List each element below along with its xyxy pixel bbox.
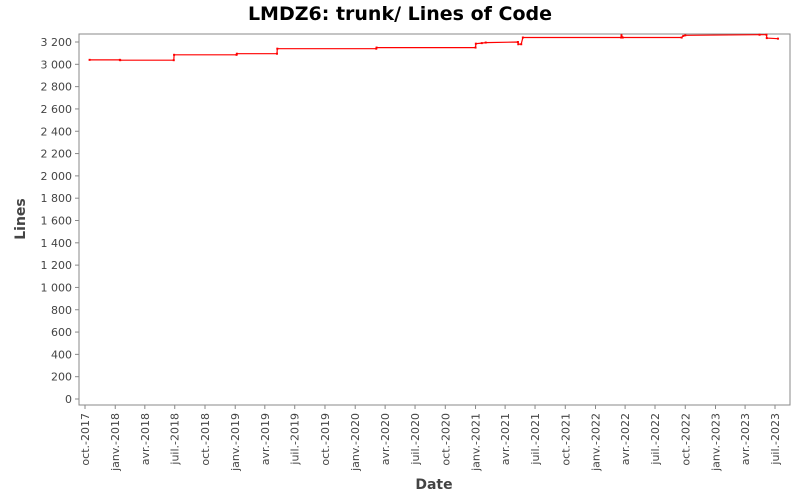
data-point: [684, 34, 687, 37]
data-point: [480, 42, 483, 45]
x-tick-label: juil.-2023: [769, 413, 782, 466]
data-point: [484, 41, 487, 44]
y-tick-label: 2 000: [41, 170, 73, 183]
data-point: [375, 47, 378, 50]
x-tick-label: oct.-2021: [559, 413, 572, 466]
y-tick-label: 400: [51, 348, 72, 361]
plot-area: [78, 33, 791, 406]
y-tick-label: 3 200: [41, 36, 73, 49]
x-tick-label: janv.-2019: [229, 413, 242, 472]
data-point: [276, 47, 279, 50]
data-point: [682, 34, 685, 37]
x-tick-label: avr.-2019: [259, 413, 272, 465]
y-tick-label: 2 800: [41, 81, 73, 94]
data-point: [521, 36, 524, 39]
x-tick-label: oct.-2018: [199, 413, 212, 466]
x-tick-label: oct.-2022: [679, 413, 692, 466]
y-tick-label: 1 600: [41, 215, 73, 228]
data-point: [765, 37, 768, 40]
x-tick-label: oct.-2017: [79, 413, 92, 466]
x-tick-label: juil.-2020: [409, 413, 422, 466]
data-point: [620, 34, 623, 37]
x-tick-label: juil.-2022: [649, 413, 662, 466]
y-tick-label: 2 600: [41, 103, 73, 116]
y-tick-label: 1 400: [41, 237, 73, 250]
data-point: [375, 46, 378, 49]
x-tick-label: avr.-2023: [739, 413, 752, 465]
x-tick-label: janv.-2020: [349, 413, 362, 472]
data-point: [88, 58, 91, 61]
y-tick-label: 2 200: [41, 148, 73, 161]
x-tick-label: janv.-2022: [590, 413, 603, 472]
data-point: [119, 59, 122, 62]
y-tick-label: 2 400: [41, 125, 73, 138]
series-layer: [88, 33, 779, 62]
data-point: [620, 36, 623, 39]
data-point: [516, 41, 519, 43]
x-tick-label: avr.-2022: [619, 413, 632, 465]
x-tick-label: avr.-2021: [499, 413, 512, 465]
x-axis: oct.-2017 janv.-2018 avr.-2018 juil.-2018 oc…: [79, 405, 782, 472]
y-axis: 0 200 400 600 800 1 000 1 200 1 400 1 600 1 800 2 …: [41, 36, 79, 406]
y-tick-label: 1 800: [41, 192, 73, 205]
data-point: [173, 53, 176, 56]
data-point: [621, 36, 624, 39]
y-tick-label: 600: [51, 326, 72, 339]
data-point: [765, 33, 768, 36]
data-point: [474, 42, 477, 45]
data-point: [520, 43, 523, 46]
y-tick-label: 800: [51, 304, 72, 317]
y-axis-label: Lines: [13, 198, 29, 240]
x-tick-label: oct.-2020: [439, 413, 452, 466]
x-tick-label: janv.-2021: [470, 413, 483, 472]
y-tick-label: 200: [51, 371, 72, 384]
x-tick-label: avr.-2020: [379, 413, 392, 465]
data-point: [474, 46, 477, 49]
x-tick-label: juil.-2018: [169, 413, 182, 466]
data-point: [172, 59, 175, 62]
x-tick-label: oct.-2019: [319, 413, 332, 466]
x-tick-label: janv.-2018: [109, 413, 122, 472]
x-axis-label: Date: [415, 477, 452, 493]
x-tick-label: juil.-2019: [289, 413, 302, 466]
data-point: [517, 43, 520, 46]
data-point: [235, 53, 238, 56]
y-tick-label: 1 200: [41, 259, 73, 272]
data-point: [275, 52, 278, 55]
y-tick-label: 0: [65, 393, 72, 406]
chart-title: LMDZ6: trunk/ Lines of Code: [248, 3, 552, 25]
x-tick-label: juil.-2021: [529, 413, 542, 466]
data-point: [776, 37, 779, 40]
data-point: [680, 36, 683, 39]
x-tick-label: janv.-2023: [710, 413, 723, 472]
x-tick-label: avr.-2018: [139, 413, 152, 465]
data-point: [758, 33, 761, 36]
y-tick-label: 1 000: [41, 281, 73, 294]
data-point: [235, 52, 238, 55]
y-tick-label: 3 000: [41, 58, 73, 71]
